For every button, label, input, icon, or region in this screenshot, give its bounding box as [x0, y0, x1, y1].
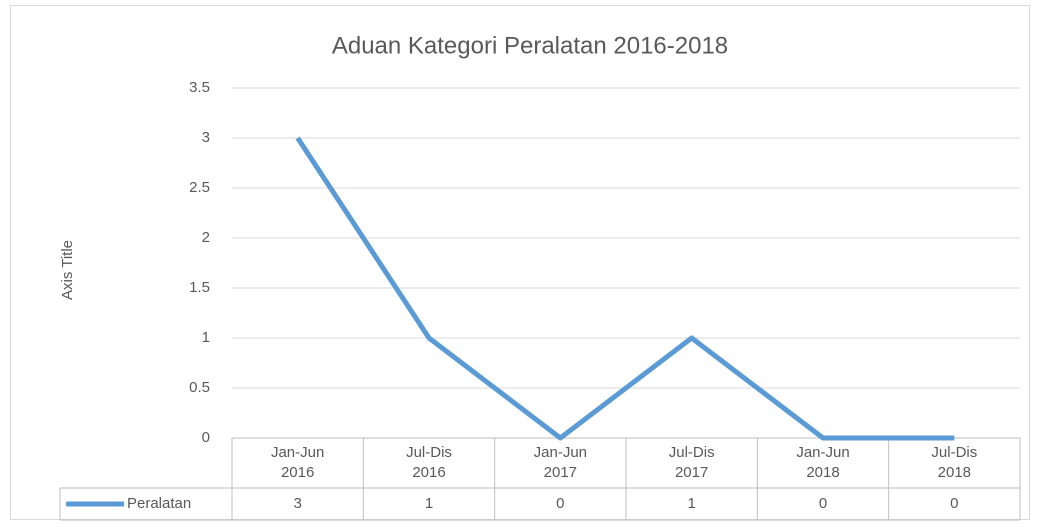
x-tick-label: 2017 [675, 464, 708, 481]
y-tick-label: 1.5 [189, 279, 210, 296]
table-value: 3 [293, 495, 301, 512]
table-value: 0 [819, 495, 827, 512]
y-tick-label: 3.5 [189, 79, 210, 96]
table-value: 0 [556, 495, 564, 512]
table-value: 1 [687, 495, 695, 512]
y-tick-label: 0 [202, 429, 210, 446]
x-tick-label: Jan-Jun [271, 444, 324, 461]
x-tick-label: 2016 [412, 464, 445, 481]
chart-title: Aduan Kategori Peralatan 2016-2018 [332, 32, 728, 59]
table-value: 0 [950, 495, 958, 512]
y-axis-title: Axis Title [59, 240, 76, 300]
x-tick-label: 2018 [938, 464, 971, 481]
legend-label: Peralatan [127, 495, 191, 512]
y-tick-label: 1 [202, 329, 210, 346]
y-tick-label: 2 [202, 229, 210, 246]
x-tick-label: 2016 [281, 464, 314, 481]
y-tick-label: 0.5 [189, 379, 210, 396]
x-tick-label: Jul-Dis [406, 444, 452, 461]
x-tick-label: Jan-Jun [796, 444, 849, 461]
x-tick-label: Jul-Dis [669, 444, 715, 461]
series-line [295, 136, 955, 441]
table-value: 1 [425, 495, 433, 512]
y-tick-label: 2.5 [189, 179, 210, 196]
x-tick-label: Jul-Dis [931, 444, 977, 461]
x-tick-label: 2017 [544, 464, 577, 481]
x-tick-label: Jan-Jun [534, 444, 587, 461]
y-tick-label: 3 [202, 129, 210, 146]
x-tick-label: 2018 [806, 464, 839, 481]
chart-border [10, 5, 1030, 520]
